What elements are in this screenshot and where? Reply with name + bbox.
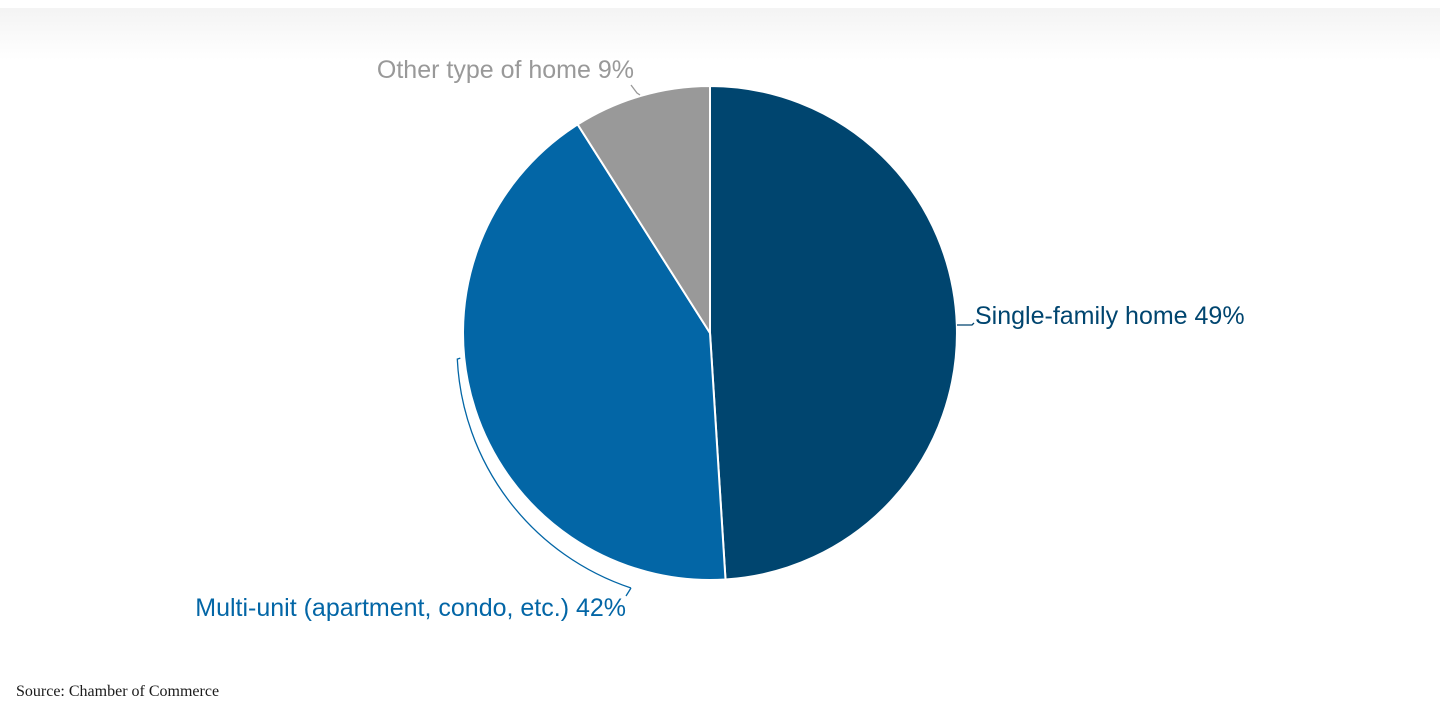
source-note: Source: Chamber of Commerce [16, 683, 220, 700]
pie-slice-single-family-home [709, 85, 958, 581]
slices-layer [462, 85, 958, 581]
pie-chart: Single-family home 49% Multi-unit (apartm… [195, 56, 1244, 622]
leader-line-multi-unit-apartment-condo-etc [456, 357, 632, 597]
pie-slice-other-type-of-home [576, 85, 711, 334]
leader-line-single-family-home [957, 322, 975, 326]
leaders-layer [456, 84, 975, 597]
leader-line-other-type-of-home [630, 84, 641, 96]
pie-slice-multi-unit-apartment-condo-etc [462, 123, 727, 581]
slice-label-multi-unit-apartment-condo-etc: Multi-unit (apartment, condo, etc.) 42% [195, 594, 626, 622]
labels-layer: Single-family home 49% Multi-unit (apartm… [195, 56, 1244, 622]
slice-label-other-type-of-home: Other type of home 9% [377, 56, 634, 84]
slice-label-single-family-home: Single-family home 49% [975, 302, 1245, 330]
header-fade [0, 0, 1440, 60]
header-edge [0, 0, 1440, 8]
